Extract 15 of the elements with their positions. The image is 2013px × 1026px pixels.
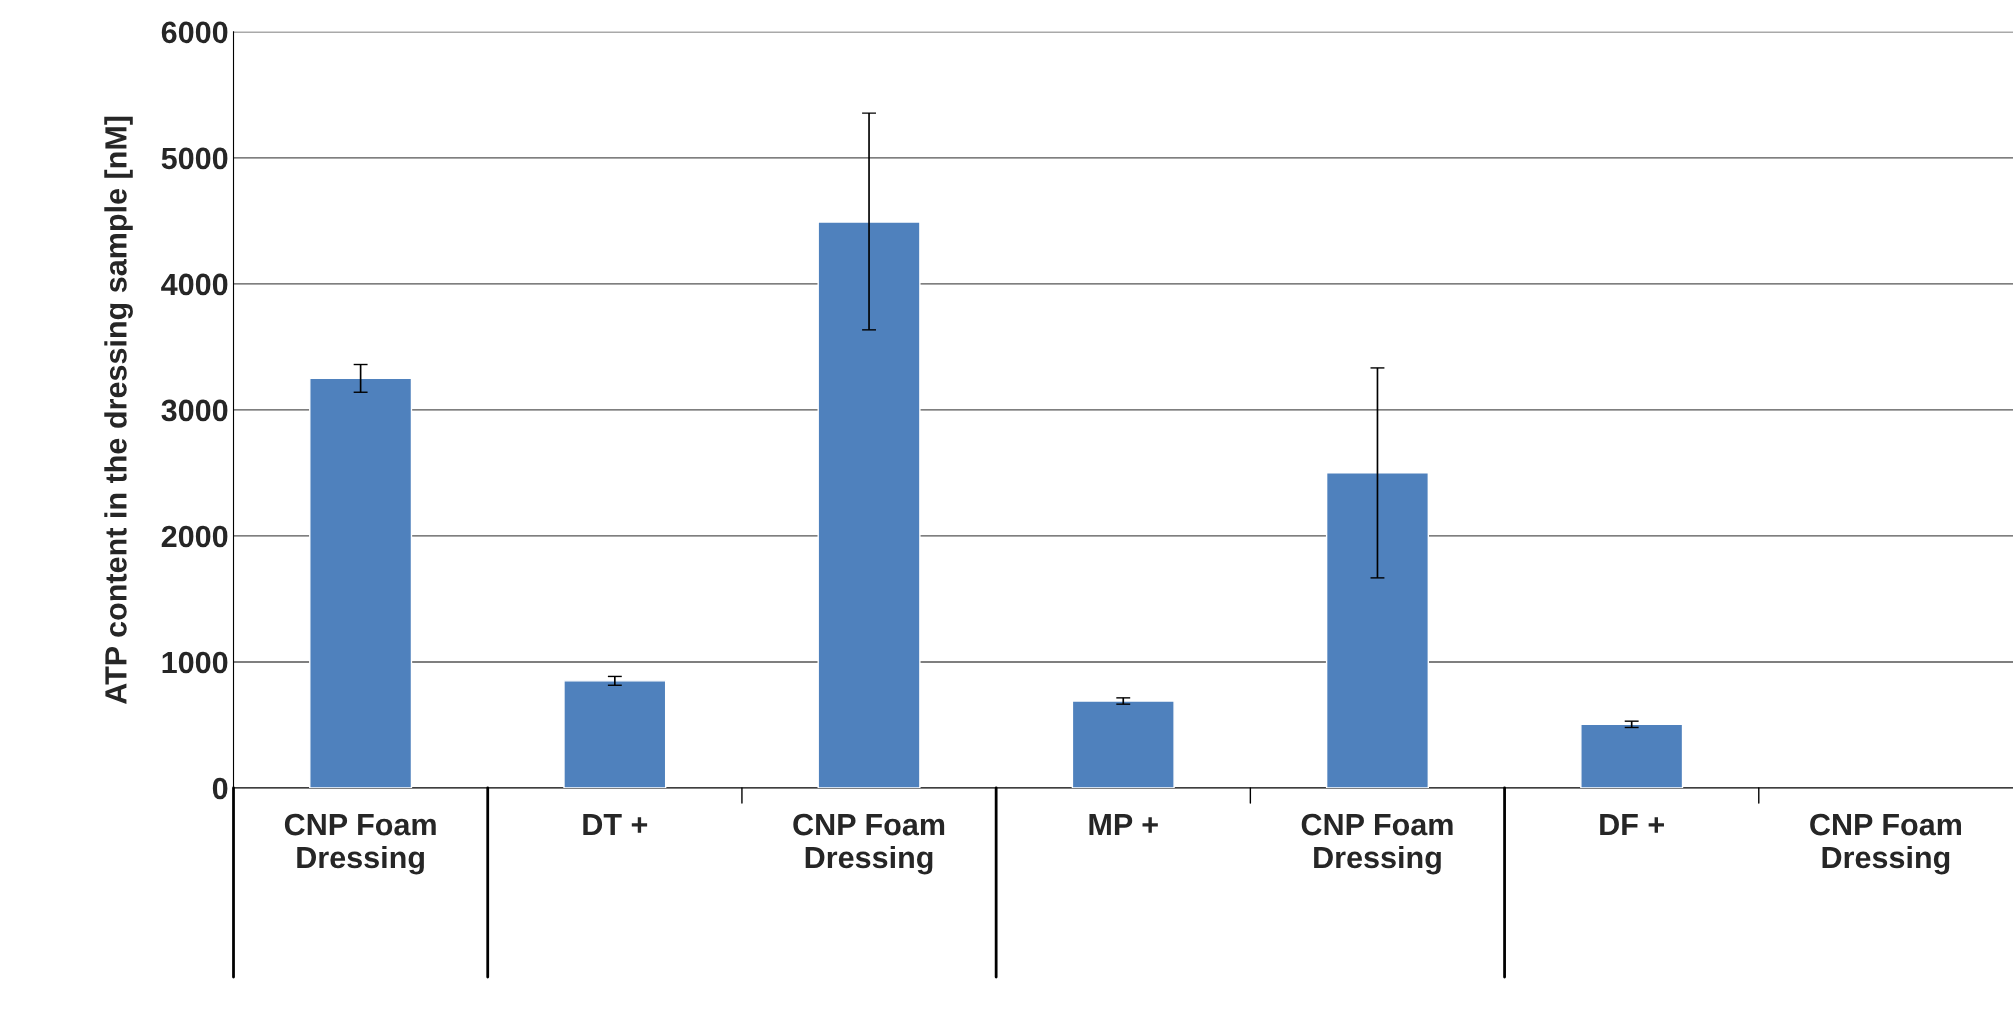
y-tick-label: 3000	[161, 399, 228, 422]
y-axis-title: ATP content in the dressing sample [nM]	[104, 116, 133, 704]
x-tick-label: CNP Foam Dressing	[284, 813, 436, 875]
x-tick-label: MP +	[1089, 814, 1158, 836]
x-tick-label: CNP Foam Dressing	[793, 813, 945, 875]
x-tick-label: DF +	[1600, 814, 1664, 836]
x-tick-label: CNP Foam Dressing	[1810, 813, 1961, 875]
y-tick-label: 5000	[161, 147, 228, 170]
x-tick-label: DT +	[583, 814, 648, 836]
y-tick-label: 2000	[161, 525, 228, 548]
y-tick-label: 6000	[161, 21, 228, 44]
y-tick-label: 4000	[161, 273, 228, 296]
y-tick-label: 0	[212, 777, 228, 800]
x-tick-label: CNP Foam Dressing	[1301, 813, 1453, 875]
y-tick-label: 1000	[162, 651, 228, 674]
